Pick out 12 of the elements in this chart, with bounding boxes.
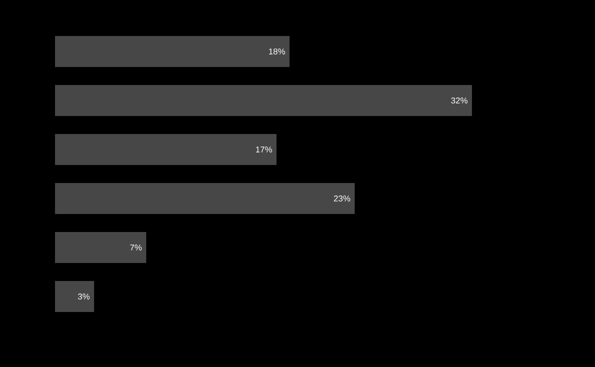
data-label: 17% <box>256 146 272 152</box>
bar <box>55 183 355 214</box>
bar <box>55 232 146 263</box>
bar <box>55 134 277 165</box>
data-label: 23% <box>334 196 350 202</box>
bar <box>55 85 472 116</box>
data-label: 18% <box>269 48 286 54</box>
data-label: 7% <box>130 244 142 250</box>
bar <box>55 36 290 67</box>
data-label: 3% <box>78 294 90 300</box>
bar <box>55 281 94 312</box>
data-label: 32% <box>451 98 468 104</box>
